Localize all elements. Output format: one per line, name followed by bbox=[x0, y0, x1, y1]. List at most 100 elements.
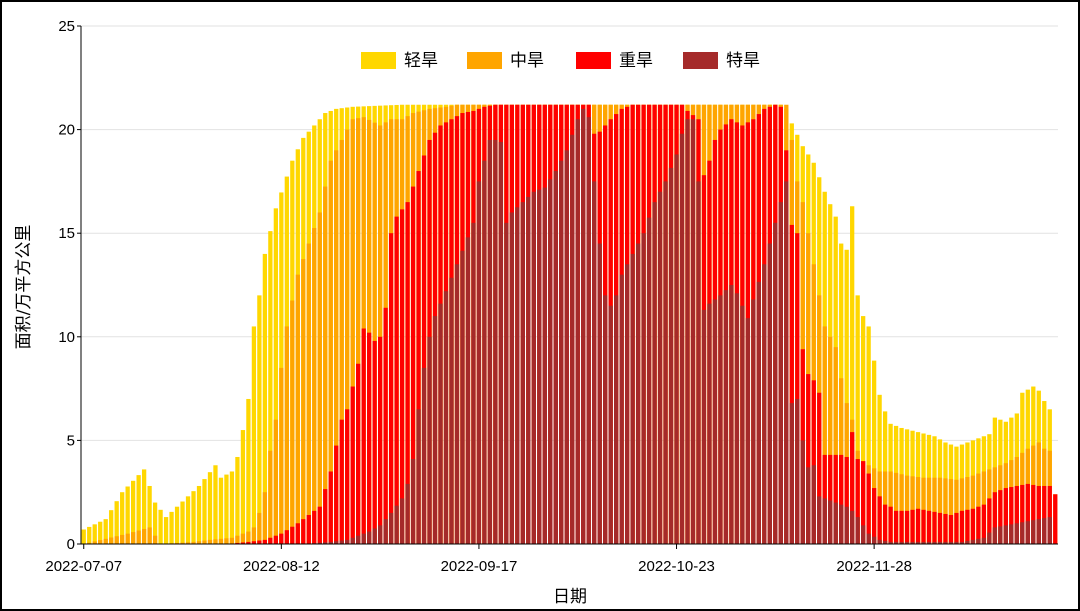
bar bbox=[279, 367, 284, 544]
legend: 轻旱 中旱 重旱 特旱 bbox=[361, 51, 760, 71]
bar bbox=[284, 530, 289, 544]
bar bbox=[323, 489, 328, 544]
bar bbox=[882, 504, 888, 544]
bar bbox=[784, 181, 789, 544]
bar bbox=[603, 295, 608, 544]
bar bbox=[257, 295, 262, 544]
bar bbox=[778, 202, 783, 544]
bar bbox=[350, 119, 355, 545]
legend-swatch bbox=[361, 52, 396, 69]
bar bbox=[888, 541, 893, 544]
bar bbox=[482, 160, 487, 544]
y-tick-labels: 0 5 10 15 20 25 bbox=[58, 18, 75, 553]
bar bbox=[405, 202, 410, 544]
bar bbox=[410, 459, 416, 544]
bar bbox=[191, 541, 196, 544]
bar bbox=[295, 523, 300, 544]
bar bbox=[926, 541, 932, 544]
bar bbox=[559, 160, 564, 544]
bar bbox=[789, 403, 794, 544]
bar bbox=[432, 316, 438, 544]
bar bbox=[608, 305, 613, 544]
bar bbox=[372, 528, 377, 544]
bar bbox=[850, 206, 855, 544]
bar bbox=[257, 540, 262, 544]
bar bbox=[707, 303, 712, 544]
bar bbox=[855, 459, 860, 544]
bar bbox=[152, 535, 158, 544]
bar bbox=[904, 510, 910, 544]
bar bbox=[965, 540, 970, 544]
x-tick-label: 2022-10-23 bbox=[638, 558, 715, 575]
bar bbox=[279, 533, 284, 544]
bar bbox=[581, 108, 586, 544]
bar bbox=[987, 532, 992, 544]
bar bbox=[1025, 483, 1030, 544]
bar bbox=[904, 541, 910, 544]
bar bbox=[932, 477, 937, 544]
bar bbox=[954, 512, 959, 544]
bar bbox=[372, 340, 377, 544]
bar bbox=[756, 281, 761, 544]
bar bbox=[174, 542, 180, 544]
bar bbox=[679, 133, 685, 545]
bar bbox=[345, 129, 350, 544]
bar bbox=[92, 524, 97, 544]
bar bbox=[548, 179, 553, 544]
y-tick-label: 25 bbox=[58, 18, 75, 35]
bar bbox=[251, 527, 257, 544]
bar bbox=[948, 514, 954, 544]
bar bbox=[943, 513, 948, 544]
bar bbox=[273, 208, 278, 544]
bar bbox=[120, 534, 125, 544]
bar bbox=[290, 526, 295, 544]
bar bbox=[959, 510, 965, 544]
bar bbox=[800, 440, 805, 544]
bar bbox=[218, 538, 224, 544]
bar bbox=[762, 264, 767, 544]
bar bbox=[180, 501, 185, 544]
y-tick-label: 5 bbox=[67, 432, 75, 449]
bar bbox=[773, 222, 778, 544]
bar bbox=[855, 517, 860, 544]
bar bbox=[646, 217, 652, 544]
bar bbox=[92, 541, 97, 544]
bar bbox=[657, 191, 663, 544]
bar bbox=[383, 519, 388, 544]
bar bbox=[367, 119, 372, 545]
bar bbox=[251, 326, 257, 544]
bar bbox=[136, 475, 141, 544]
bar bbox=[597, 243, 602, 544]
bar bbox=[998, 526, 1003, 544]
bar bbox=[317, 506, 322, 544]
bar bbox=[674, 154, 679, 544]
bar bbox=[734, 293, 740, 544]
bar bbox=[180, 542, 185, 544]
bar bbox=[268, 231, 273, 544]
bar bbox=[317, 542, 322, 544]
bar bbox=[795, 398, 800, 544]
bar bbox=[690, 119, 696, 545]
bar bbox=[323, 186, 328, 544]
legend-label: 轻旱 bbox=[404, 51, 438, 71]
bar bbox=[141, 469, 147, 544]
bar bbox=[1009, 524, 1014, 544]
bar bbox=[537, 189, 542, 544]
bar bbox=[427, 336, 432, 544]
bar bbox=[109, 537, 114, 544]
bar bbox=[114, 501, 119, 544]
bar bbox=[668, 167, 674, 544]
bar bbox=[185, 542, 191, 544]
bar bbox=[696, 181, 701, 544]
bar bbox=[833, 454, 838, 544]
bar bbox=[910, 509, 915, 544]
x-tick-label: 2022-09-17 bbox=[441, 558, 518, 575]
bar bbox=[328, 541, 333, 544]
bar bbox=[641, 233, 646, 544]
bar bbox=[844, 249, 849, 544]
bar bbox=[767, 243, 772, 544]
bar bbox=[1031, 484, 1036, 544]
legend-item: 重旱 bbox=[576, 51, 653, 71]
bar bbox=[635, 243, 641, 544]
bar bbox=[268, 450, 273, 544]
